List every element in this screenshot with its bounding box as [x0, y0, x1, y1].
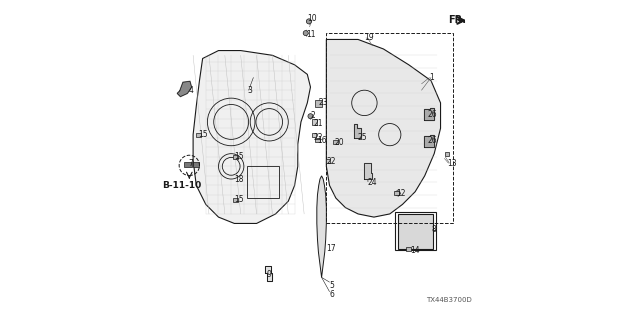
Bar — [394, 212, 436, 251]
Text: 14: 14 — [410, 246, 420, 255]
Polygon shape — [317, 176, 326, 277]
Text: 17: 17 — [326, 244, 336, 253]
Polygon shape — [265, 266, 273, 281]
Bar — [193, 162, 199, 167]
Text: 13: 13 — [447, 159, 456, 168]
Bar — [333, 140, 339, 143]
Text: 4: 4 — [188, 86, 193, 95]
Text: 6: 6 — [330, 290, 334, 299]
Polygon shape — [424, 108, 433, 120]
Bar — [316, 100, 321, 108]
Polygon shape — [364, 163, 372, 179]
Text: 15: 15 — [234, 152, 244, 161]
Text: 21: 21 — [314, 119, 323, 128]
Text: 5: 5 — [330, 281, 334, 290]
Polygon shape — [355, 124, 360, 138]
Text: 24: 24 — [367, 178, 377, 187]
Bar — [233, 155, 237, 159]
Bar — [312, 119, 317, 125]
Text: 9: 9 — [266, 270, 271, 279]
Bar — [326, 33, 453, 223]
Text: 15: 15 — [234, 195, 244, 204]
Text: 2: 2 — [310, 111, 316, 120]
Bar — [316, 139, 320, 142]
Text: 19: 19 — [364, 33, 374, 42]
Text: 23: 23 — [319, 99, 328, 108]
Text: B-11-10: B-11-10 — [163, 181, 202, 190]
Bar — [184, 162, 192, 167]
Polygon shape — [177, 81, 191, 97]
Bar — [326, 159, 330, 163]
Text: 3: 3 — [247, 86, 252, 95]
Polygon shape — [326, 39, 440, 217]
Bar — [247, 166, 279, 198]
Text: 1: 1 — [429, 73, 434, 82]
Polygon shape — [424, 135, 433, 147]
Text: FR.: FR. — [449, 15, 467, 25]
Polygon shape — [193, 51, 310, 223]
Text: 12: 12 — [396, 189, 406, 198]
Text: 22: 22 — [314, 133, 323, 142]
Bar — [394, 191, 399, 195]
Text: 25: 25 — [357, 133, 367, 142]
Text: 11: 11 — [306, 30, 316, 39]
Bar — [445, 152, 449, 156]
FancyBboxPatch shape — [397, 214, 433, 249]
Circle shape — [395, 191, 400, 196]
Text: 16: 16 — [317, 136, 326, 146]
Text: 22: 22 — [326, 157, 336, 166]
Bar — [312, 133, 316, 137]
Text: 20: 20 — [334, 138, 344, 147]
Text: 7: 7 — [188, 159, 193, 168]
Circle shape — [307, 19, 312, 24]
Bar — [406, 247, 412, 251]
Text: 15: 15 — [198, 130, 207, 139]
Text: 26: 26 — [428, 109, 438, 118]
Text: 26: 26 — [428, 136, 438, 146]
Bar — [196, 133, 201, 137]
Text: TX44B3700D: TX44B3700D — [426, 297, 472, 303]
Text: 18: 18 — [234, 174, 244, 184]
Text: 10: 10 — [307, 14, 317, 23]
Circle shape — [308, 114, 313, 119]
Text: 8: 8 — [431, 225, 436, 234]
Circle shape — [303, 31, 308, 36]
Bar — [233, 198, 237, 202]
